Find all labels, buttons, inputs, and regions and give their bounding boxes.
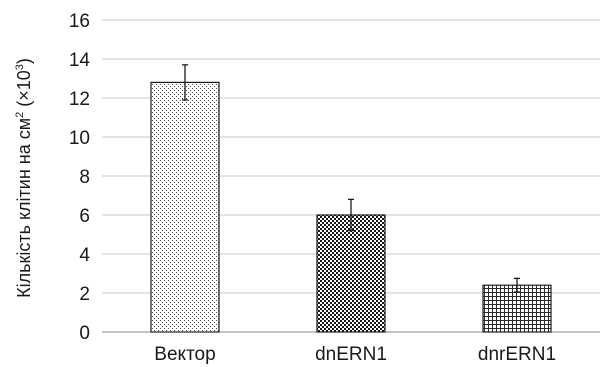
x-category-label: Вектор <box>154 344 215 365</box>
error-bar <box>514 277 520 293</box>
error-bar <box>182 64 188 101</box>
x-category-label: dnERN1 <box>315 344 387 365</box>
error-bar <box>348 198 354 232</box>
y-axis-ticks: 0 2 4 6 8 10 12 14 16 <box>69 11 91 344</box>
y-tick-label: 14 <box>69 50 91 71</box>
x-category-label: dnrERN1 <box>478 344 556 365</box>
y-axis-title: Кількість клітин на см2 (×103) <box>14 58 34 298</box>
error-bars <box>182 64 520 293</box>
bar-вектор <box>150 81 220 333</box>
y-tick-label: 10 <box>69 128 90 149</box>
x-axis-categories: Вектор dnERN1 dnrERN1 <box>154 344 556 365</box>
y-tick-label: 16 <box>69 11 90 32</box>
y-tick-label: 8 <box>79 167 90 188</box>
y-tick-label: 12 <box>69 89 90 110</box>
bars <box>150 81 552 333</box>
y-tick-label: 6 <box>79 206 90 227</box>
y-tick-label: 4 <box>79 245 90 266</box>
y-tick-label: 0 <box>79 323 90 344</box>
y-tick-label: 2 <box>79 284 90 305</box>
bar-dnern1 <box>316 214 386 333</box>
